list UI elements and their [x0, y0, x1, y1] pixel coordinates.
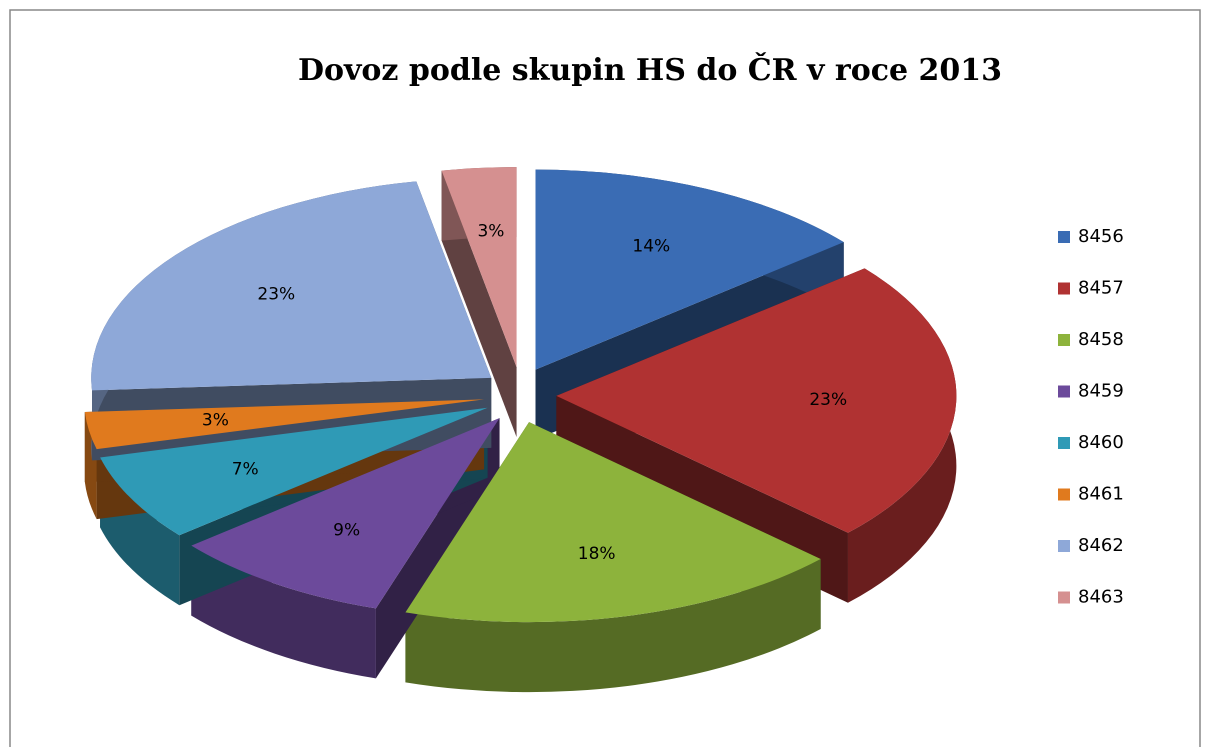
pie-slice — [535, 169, 844, 370]
legend-label: 8462 — [1078, 535, 1124, 556]
legend-label: 8457 — [1078, 278, 1124, 299]
legend-label: 8456 — [1078, 226, 1124, 247]
legend-label: 8459 — [1078, 381, 1124, 402]
legend-label: 8461 — [1078, 484, 1124, 505]
slice-wall — [84, 411, 97, 520]
legend-swatch — [1058, 437, 1070, 449]
pie-slice — [100, 407, 488, 536]
data-label: 18% — [578, 544, 616, 564]
legend-swatch — [1058, 591, 1070, 604]
legend-label: 8458 — [1078, 329, 1124, 350]
slice-wall — [405, 559, 821, 693]
data-label: 14% — [632, 237, 670, 257]
data-label: 3% — [202, 411, 229, 431]
data-label: 23% — [809, 390, 847, 410]
pie-slice — [556, 268, 957, 533]
legend-swatch — [1058, 385, 1070, 398]
legend-swatch — [1058, 282, 1070, 295]
legend-swatch — [1058, 488, 1070, 501]
pie-slice — [441, 167, 517, 368]
pie-slice — [191, 418, 500, 609]
data-label: 23% — [257, 284, 295, 304]
legend-label: 8460 — [1078, 432, 1124, 453]
legend-swatch — [1058, 334, 1070, 346]
legend-swatch — [1058, 540, 1070, 552]
legend-label: 8463 — [1078, 587, 1124, 608]
data-label: 9% — [333, 521, 360, 541]
data-label: 7% — [232, 459, 259, 479]
data-label: 3% — [477, 222, 504, 242]
chart-title: Dovoz podle skupin HS do ČR v roce 2013 — [298, 52, 1002, 88]
pie-slice — [405, 422, 821, 623]
pie-slice — [91, 181, 492, 391]
legend-swatch — [1058, 231, 1070, 243]
pie-slice — [84, 399, 485, 450]
